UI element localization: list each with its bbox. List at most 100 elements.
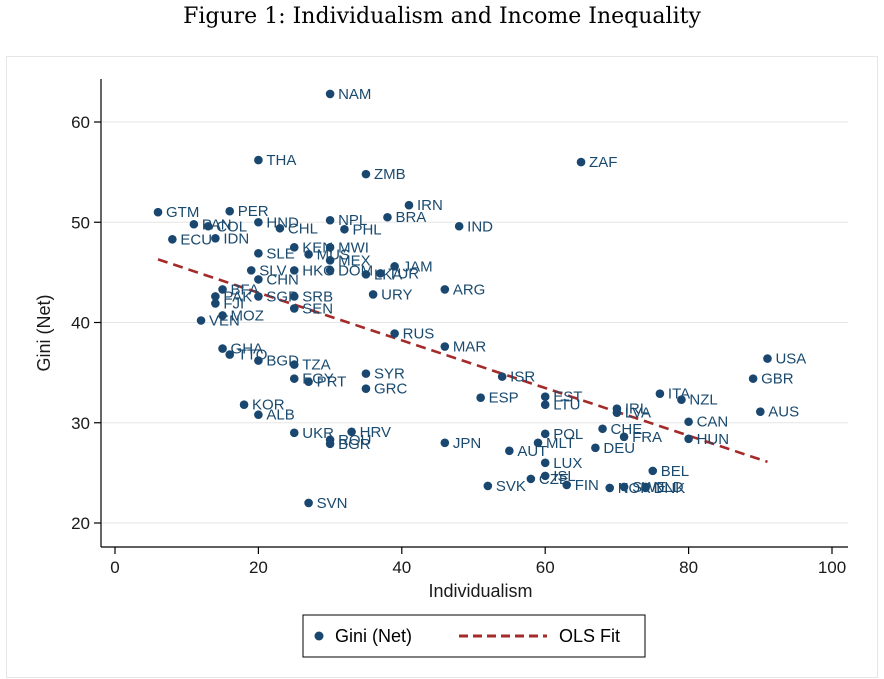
point-label-jpn: JPN [453, 435, 481, 452]
point-label-per: PER [238, 203, 269, 220]
point-label-lka: LKA [374, 266, 402, 283]
point-label-kor: KOR [252, 397, 285, 414]
point-label-nzl: NZL [689, 392, 717, 409]
point-ecu [168, 234, 177, 244]
point-esp [476, 393, 485, 402]
point-label-lva: LVA [625, 405, 651, 422]
point-per [225, 206, 235, 216]
point-label-sle: SLE [266, 245, 294, 262]
point-nzl [677, 395, 686, 404]
point-label-gtm: GTM [166, 204, 199, 221]
point-label-nld: NLD [654, 479, 684, 496]
x-tick-label-20: 20 [249, 558, 268, 577]
point-npl [325, 215, 335, 225]
point-kor [239, 400, 249, 410]
point-phl [340, 224, 349, 234]
point-chn [254, 275, 263, 284]
point-label-alb: ALB [266, 407, 294, 424]
point-idn [211, 233, 220, 243]
point-pol [540, 429, 550, 439]
point-label-pak: PAK [223, 288, 252, 305]
point-lux [540, 458, 550, 468]
point-label-bgr: BGR [338, 436, 371, 453]
point-fji [211, 299, 220, 308]
point-label-pan: PAN [202, 216, 232, 233]
point-label-aut: AUT [517, 443, 547, 460]
point-gha [218, 344, 227, 353]
point-label-ukr: UKR [302, 425, 334, 442]
point-hkg [289, 266, 299, 275]
point-label-phl: PHL [352, 221, 381, 238]
ols-fit-segment [157, 258, 768, 464]
y-tick-label-60: 60 [71, 113, 90, 132]
point-label-ltu: LTU [553, 397, 580, 414]
point-dom [325, 266, 335, 275]
point-label-gha: GHA [231, 341, 264, 358]
point-col [203, 221, 213, 231]
scatter-chart: 20 30 40 50 60 0 20 40 60 80 100 NAM THA ZAF ZMB GTM PE… [34, 79, 848, 658]
point-tza [289, 360, 299, 369]
point-label-irn: IRN [417, 197, 443, 214]
point-label-can: CAN [697, 414, 729, 431]
point-label-syr: SYR [374, 366, 405, 383]
point-label-dnk: DNK [654, 480, 686, 497]
point-label-idn: IDN [223, 230, 249, 247]
point-label-lux: LUX [553, 455, 582, 472]
point-label-rus: RUS [403, 326, 435, 343]
point-label-aus: AUS [768, 404, 799, 421]
point-aut [505, 446, 514, 456]
point-label-slv: SLV [259, 262, 286, 279]
point-label-hrv: HRV [360, 424, 391, 441]
point-tto [225, 350, 235, 359]
point-ury [368, 290, 378, 299]
point-rus [390, 329, 399, 338]
point-label-mar: MAR [453, 339, 487, 356]
point-label-arg: ARG [453, 281, 486, 298]
point-label-ecu: ECU [180, 231, 212, 248]
legend-label-gini: Gini (Net) [335, 626, 412, 646]
point-label-sen: SEN [302, 300, 333, 317]
point-pan [189, 219, 199, 229]
data-points [153, 89, 772, 508]
point-hun [684, 434, 693, 444]
chart-panel: 20 30 40 50 60 0 20 40 60 80 100 NAM THA ZAF ZMB GTM PE… [6, 56, 878, 678]
point-bgr [325, 439, 335, 449]
legend: Gini (Net) OLS Fit [302, 614, 646, 658]
point-label-svn: SVN [317, 495, 348, 512]
point-srb [289, 292, 299, 301]
point-label-zmb: ZMB [374, 166, 406, 183]
point-label-rou: ROU [338, 432, 371, 449]
figure-title: Figure 1: Individualism and Income Inequ… [183, 4, 701, 29]
point-sgp [254, 292, 263, 301]
point-label-bel: BEL [661, 463, 689, 480]
point-label-zaf: ZAF [589, 154, 617, 171]
point-label-cze: CZE [539, 471, 569, 488]
point-label-moz: MOZ [231, 307, 264, 324]
point-mwi [325, 243, 335, 252]
point-fin [562, 480, 572, 490]
x-tick-label-60: 60 [536, 558, 555, 577]
point-che [598, 424, 607, 434]
point-label-tza: TZA [302, 357, 330, 374]
point-ven [196, 316, 206, 325]
point-label-gbr: GBR [761, 371, 794, 388]
point-label-jam: JAM [403, 258, 433, 275]
x-tick-label-100: 100 [818, 558, 846, 577]
point-label-nor: NOR [618, 480, 652, 497]
point-label-hun: HUN [697, 431, 730, 448]
point-label-fra: FRA [632, 429, 662, 446]
point-label-chn: CHN [266, 271, 299, 288]
point-label-pol: POL [553, 426, 583, 443]
point-label-hkg: HKG [302, 262, 335, 279]
point-isr [497, 372, 507, 381]
point-bfa [218, 285, 227, 294]
ols-fit-line [157, 258, 768, 464]
point-egy [289, 374, 299, 383]
point-label-usa: USA [775, 351, 806, 368]
point-label-tur: TUR [388, 265, 419, 282]
point-moz [218, 311, 227, 320]
point-label-tto: TTO [238, 347, 268, 364]
point-label-mex: MEX [338, 252, 371, 269]
point-lva [612, 408, 622, 418]
point-tur [375, 269, 385, 278]
